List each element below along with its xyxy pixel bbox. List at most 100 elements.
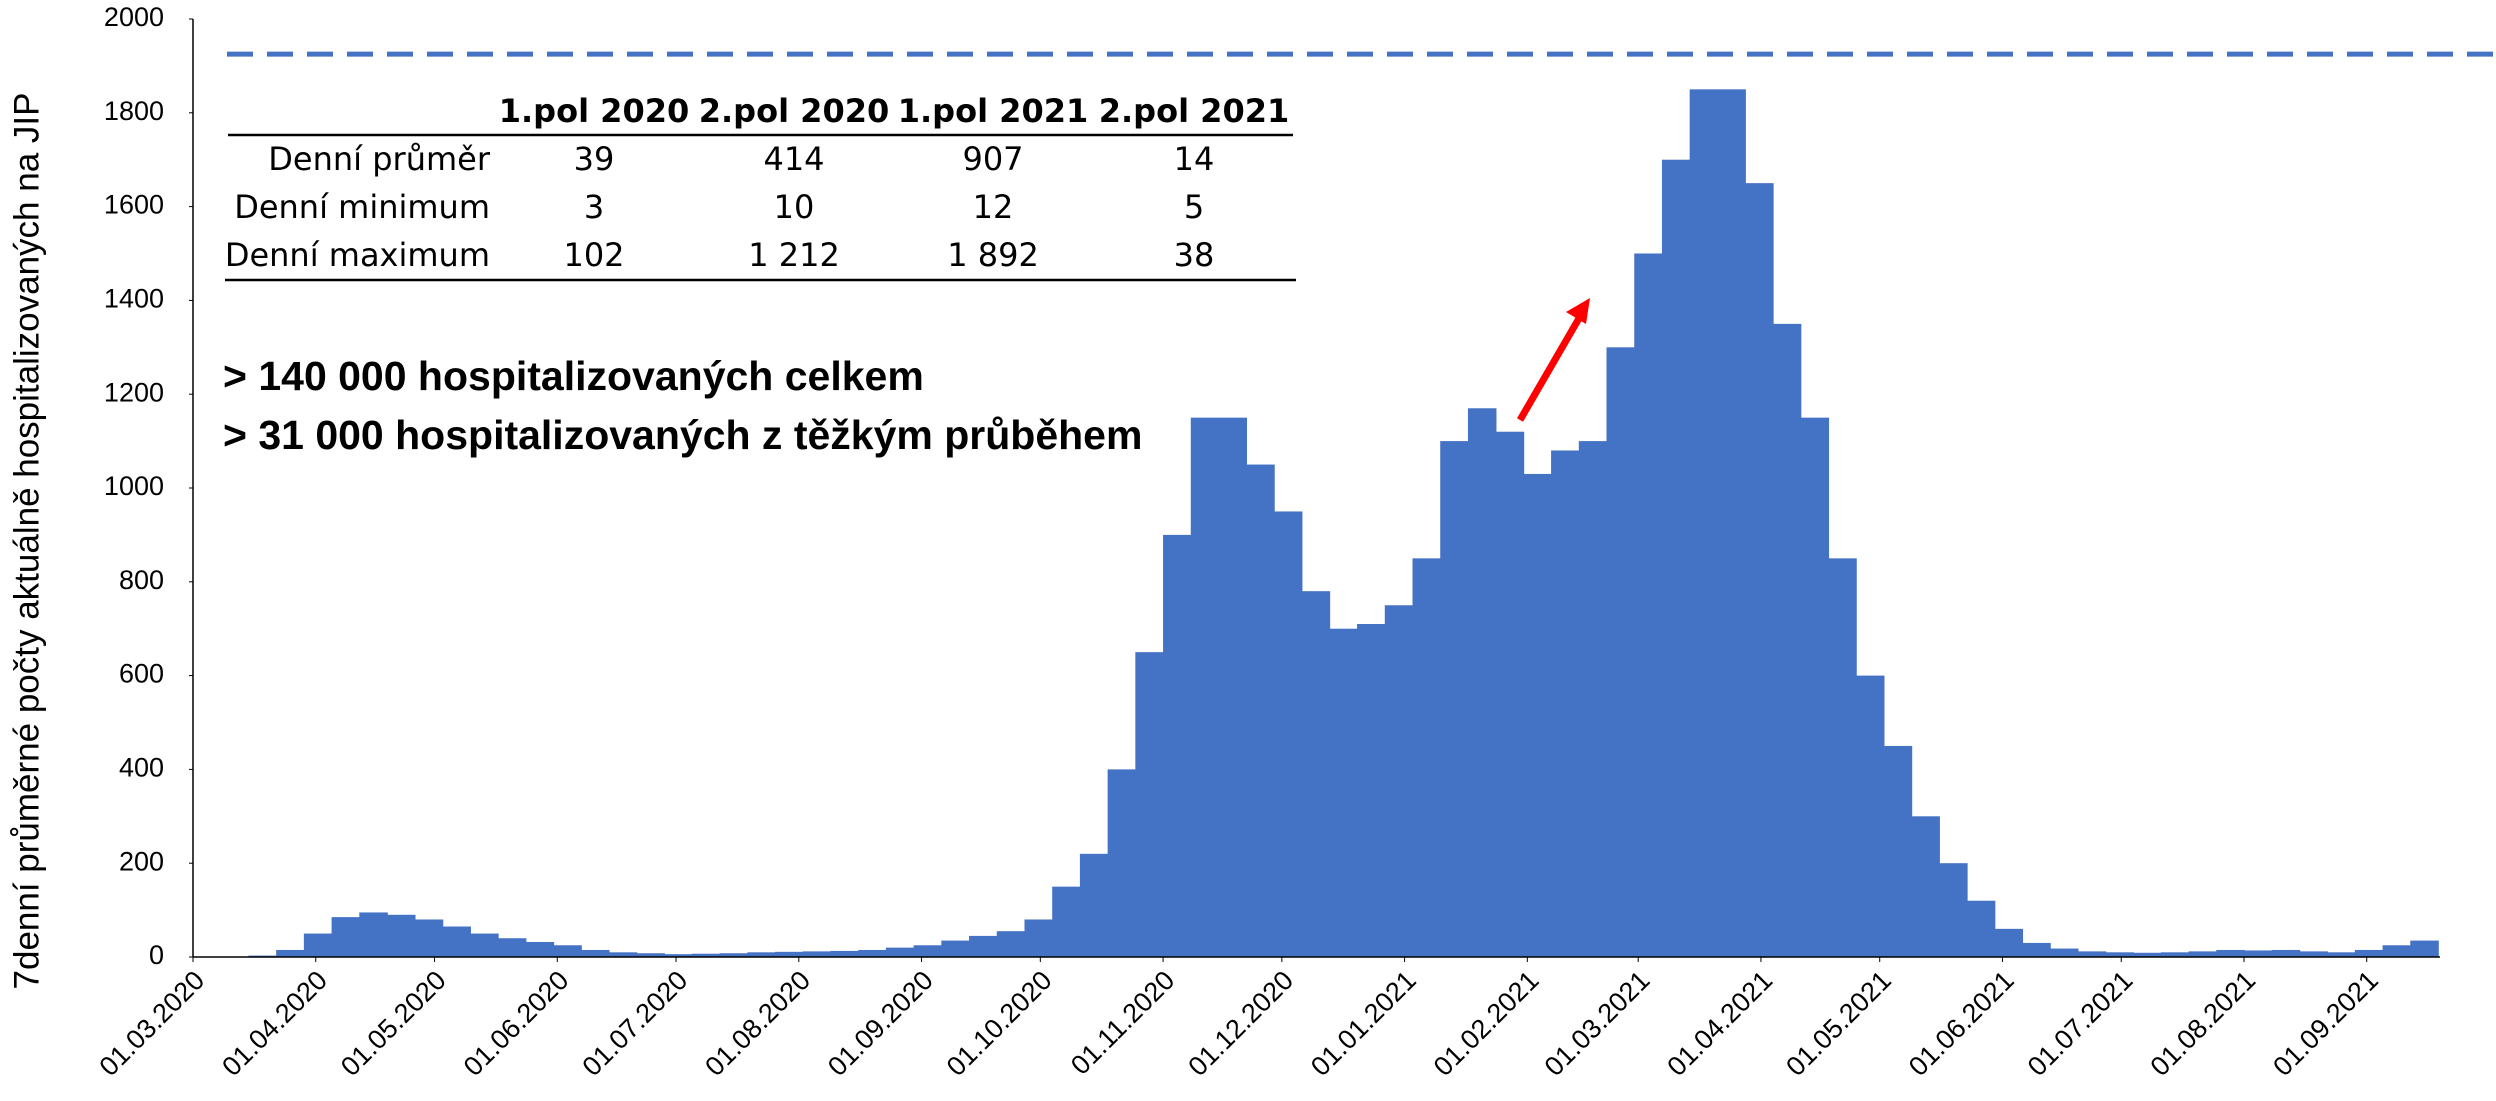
bar bbox=[691, 953, 721, 957]
bar bbox=[1689, 89, 1719, 958]
bar bbox=[581, 949, 610, 957]
bar bbox=[830, 950, 859, 957]
bar bbox=[775, 951, 804, 957]
bar bbox=[2327, 952, 2356, 957]
bar bbox=[1163, 534, 1192, 957]
bar bbox=[1052, 886, 1081, 957]
bar bbox=[2188, 951, 2218, 957]
x-tick-label: 01.06.2021 bbox=[1903, 965, 2020, 1082]
x-tick-label: 01.04.2020 bbox=[216, 965, 333, 1082]
annotation: > 140 000 hospitalizovaných celkem bbox=[223, 353, 924, 399]
bar bbox=[1440, 441, 1469, 958]
bar bbox=[802, 951, 832, 957]
bar bbox=[1661, 159, 1691, 957]
table-header: 1.pol 2020 bbox=[499, 92, 689, 130]
bar bbox=[1578, 441, 1608, 958]
bar bbox=[1135, 652, 1164, 957]
bar bbox=[1994, 928, 2024, 957]
bar bbox=[1606, 347, 1636, 957]
arrow-head bbox=[1566, 298, 1590, 324]
bar bbox=[1828, 558, 1857, 957]
y-tick-label: 1200 bbox=[104, 377, 164, 407]
y-tick-label: 600 bbox=[119, 659, 164, 689]
table-cell: 5 bbox=[1184, 188, 1204, 226]
bar bbox=[1218, 417, 1248, 957]
x-tick-label: 01.05.2020 bbox=[335, 965, 452, 1082]
bar bbox=[1246, 464, 1275, 957]
bar bbox=[276, 949, 305, 957]
bar bbox=[1523, 473, 1552, 957]
bar bbox=[1634, 253, 1663, 957]
bar bbox=[1911, 816, 1940, 957]
table-row-label: Denní minimum bbox=[234, 188, 490, 226]
bar bbox=[470, 933, 499, 957]
table-cell: 14 bbox=[1174, 140, 1215, 178]
y-tick-label: 1600 bbox=[104, 190, 164, 220]
table-header: 2.pol 2021 bbox=[1099, 92, 1289, 130]
x-tick-label: 01.10.2020 bbox=[941, 965, 1058, 1082]
bar bbox=[608, 952, 638, 957]
y-tick-label: 1000 bbox=[104, 471, 164, 501]
bar bbox=[2216, 949, 2245, 957]
table-cell: 414 bbox=[763, 140, 824, 178]
y-axis-label: 7denní průměrné počty aktuálně hospitali… bbox=[7, 93, 46, 990]
bar bbox=[1495, 431, 1525, 958]
table-cell: 10 bbox=[774, 188, 815, 226]
bar bbox=[359, 912, 388, 957]
x-tick-label: 01.07.2021 bbox=[2022, 965, 2139, 1082]
bar bbox=[747, 952, 776, 957]
bar bbox=[2049, 948, 2079, 957]
arrow bbox=[1516, 306, 1589, 422]
bar bbox=[1717, 89, 1746, 958]
bar bbox=[2243, 950, 2273, 957]
annotation: > 31 000 hospitalizovaných z těžkým průb… bbox=[223, 412, 1142, 458]
bar bbox=[553, 945, 582, 957]
y-tick-label: 2000 bbox=[104, 2, 164, 32]
bar bbox=[1772, 323, 1802, 958]
table-cell: 39 bbox=[574, 140, 615, 178]
bar bbox=[1800, 417, 1830, 957]
bar bbox=[303, 933, 333, 957]
x-tick-label: 01.12.2020 bbox=[1182, 965, 1299, 1082]
x-tick-label: 01.01.2021 bbox=[1305, 965, 1422, 1082]
x-tick-label: 01.03.2020 bbox=[94, 965, 211, 1082]
bar bbox=[941, 940, 970, 957]
bar bbox=[2022, 942, 2051, 957]
table-cell: 38 bbox=[1174, 236, 1215, 274]
table-cell: 3 bbox=[584, 188, 604, 226]
table-header: 2.pol 2020 bbox=[699, 92, 889, 130]
bar bbox=[1107, 769, 1137, 957]
y-tick-label: 200 bbox=[119, 846, 164, 876]
bar bbox=[1273, 511, 1303, 957]
bar bbox=[525, 941, 555, 957]
x-tick-label: 01.04.2021 bbox=[1661, 965, 1778, 1082]
table-row-label: Denní maximum bbox=[225, 236, 490, 274]
table-cell: 1 212 bbox=[748, 236, 840, 274]
y-tick-label: 1800 bbox=[104, 96, 164, 126]
bar bbox=[1745, 183, 1774, 957]
x-tick-label: 01.02.2021 bbox=[1428, 965, 1545, 1082]
bar bbox=[858, 949, 887, 957]
bar bbox=[913, 945, 943, 957]
bar bbox=[1357, 624, 1386, 957]
bar bbox=[2299, 951, 2328, 957]
table-cell: 907 bbox=[962, 140, 1023, 178]
bar bbox=[1301, 591, 1331, 957]
bar bbox=[664, 954, 693, 957]
bar bbox=[2382, 945, 2412, 957]
x-tick-label: 01.08.2020 bbox=[699, 965, 816, 1082]
bar bbox=[996, 931, 1026, 957]
x-tick-label: 01.05.2021 bbox=[1780, 965, 1897, 1082]
bar bbox=[2354, 949, 2384, 957]
x-tick-label: 01.09.2020 bbox=[822, 965, 939, 1082]
bar bbox=[1190, 417, 1220, 957]
y-tick-label: 400 bbox=[119, 753, 164, 783]
bar bbox=[1329, 628, 1358, 957]
x-tick-label: 01.09.2021 bbox=[2267, 965, 2384, 1082]
bar bbox=[969, 935, 998, 957]
bar bbox=[2160, 952, 2190, 957]
x-tick-label: 01.08.2021 bbox=[2144, 965, 2261, 1082]
x-tick-label: 01.03.2021 bbox=[1539, 965, 1656, 1082]
bar bbox=[442, 926, 471, 957]
